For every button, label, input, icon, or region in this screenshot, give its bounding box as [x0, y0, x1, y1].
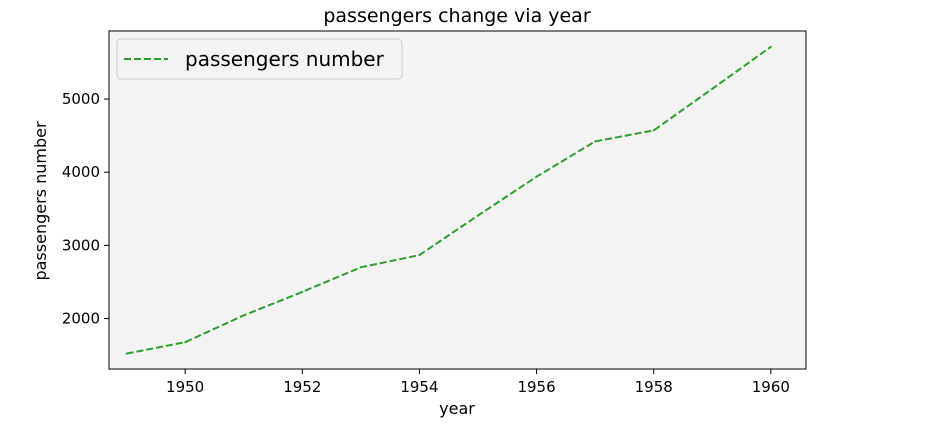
- data-point: [594, 140, 597, 143]
- x-tick-label: 1956: [517, 378, 555, 396]
- data-point: [301, 290, 304, 293]
- data-point: [418, 254, 421, 257]
- y-tick-label: 5000: [62, 90, 100, 108]
- series-line: [126, 45, 772, 355]
- x-axis-label: year: [439, 399, 475, 418]
- chart-title: passengers change via year: [323, 5, 590, 27]
- data-point: [242, 314, 245, 317]
- x-tick-label: 1960: [752, 378, 790, 396]
- y-axis-label: passengers number: [31, 121, 50, 280]
- data-point: [477, 214, 479, 217]
- data-point: [125, 352, 128, 355]
- x-tick-label: 1950: [166, 378, 204, 396]
- series-layer: [125, 45, 772, 355]
- legend: passengers number: [116, 38, 403, 80]
- data-point: [711, 87, 714, 90]
- x-axis: 1950 1952 1954 1956 1958 1960: [166, 369, 790, 396]
- data-point: [535, 175, 538, 178]
- plot-area: [108, 30, 807, 370]
- legend-label: passengers number: [185, 47, 385, 71]
- data-point: [359, 266, 362, 269]
- data-point: [769, 45, 772, 48]
- y-tick-label: 4000: [62, 163, 100, 181]
- data-point: [184, 341, 187, 344]
- x-tick-label: 1952: [283, 378, 321, 396]
- y-tick-label: 3000: [62, 236, 100, 254]
- y-axis: 2000 3000 4000 5000: [62, 90, 109, 328]
- x-tick-label: 1958: [635, 378, 673, 396]
- y-tick-label: 2000: [62, 310, 100, 328]
- legend-box: [116, 38, 403, 80]
- x-tick-label: 1954: [400, 378, 438, 396]
- data-point: [652, 129, 655, 132]
